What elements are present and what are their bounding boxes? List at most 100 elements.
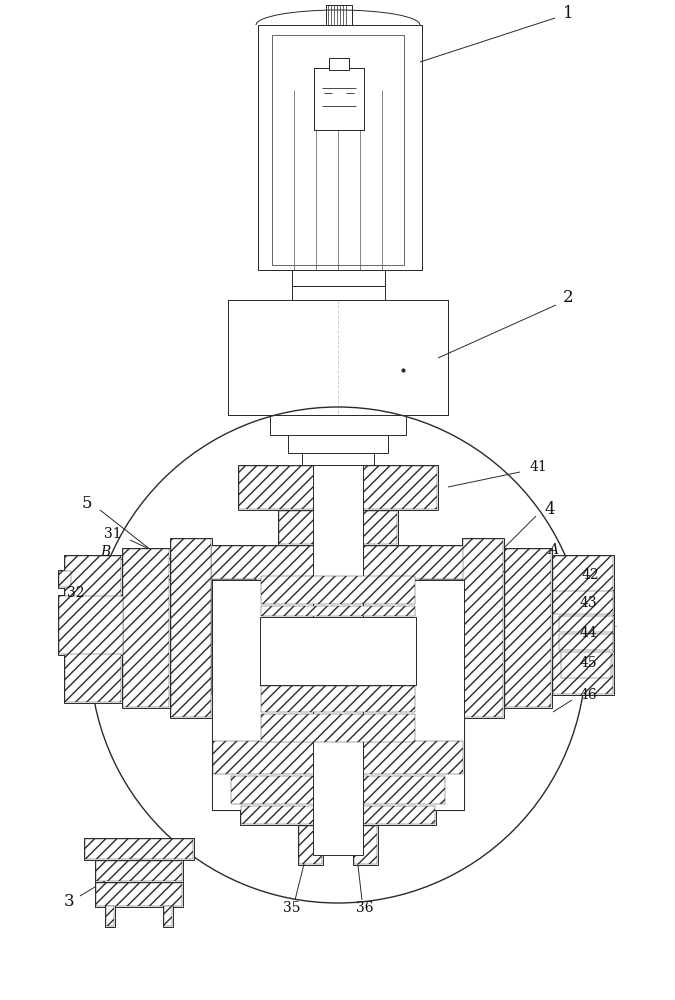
Text: 3: 3 [63, 894, 74, 910]
Bar [552, 590, 614, 615]
Bar [326, 5, 352, 25]
Bar [258, 25, 422, 270]
Polygon shape [418, 580, 464, 650]
Bar [59, 596, 123, 654]
Text: 35: 35 [284, 901, 301, 915]
Bar [212, 580, 464, 810]
Bar [299, 826, 322, 864]
Bar [231, 776, 445, 804]
Bar [58, 595, 124, 655]
Bar [261, 576, 415, 604]
Bar [260, 713, 416, 743]
Bar [171, 539, 211, 717]
Text: 1: 1 [563, 5, 574, 22]
Bar [164, 906, 172, 926]
Bar [272, 35, 404, 265]
Bar [58, 570, 72, 588]
Bar [260, 685, 416, 713]
Bar [212, 740, 464, 775]
Bar [553, 556, 613, 694]
Bar [123, 549, 169, 707]
Bar [230, 775, 446, 805]
Bar [261, 714, 415, 742]
Bar [260, 575, 416, 605]
Bar [559, 634, 613, 650]
Bar [240, 805, 436, 825]
Bar [505, 549, 551, 707]
Polygon shape [256, 578, 320, 660]
Bar [553, 591, 613, 614]
Bar [354, 826, 377, 864]
Bar [462, 538, 504, 718]
Bar [279, 511, 397, 544]
Bar [95, 882, 183, 907]
Bar [213, 741, 463, 774]
Bar [106, 906, 114, 926]
Text: B: B [100, 545, 110, 559]
Bar [84, 838, 194, 860]
Polygon shape [212, 615, 260, 680]
Polygon shape [338, 748, 378, 808]
Bar [298, 825, 323, 865]
Bar [261, 606, 415, 616]
Bar [288, 435, 388, 453]
Bar [96, 883, 182, 906]
Bar [260, 605, 416, 617]
Bar [85, 839, 193, 859]
Bar [329, 58, 349, 70]
Bar [239, 466, 437, 509]
Bar [302, 453, 374, 465]
Polygon shape [212, 660, 260, 695]
Bar [561, 652, 611, 678]
Text: 32: 32 [67, 586, 84, 600]
Text: 46: 46 [580, 688, 597, 702]
Text: 4: 4 [544, 502, 555, 518]
Bar [96, 861, 182, 881]
Polygon shape [418, 660, 464, 695]
Bar [278, 510, 398, 545]
Text: 43: 43 [580, 596, 597, 610]
Text: 41: 41 [530, 460, 547, 474]
Bar [122, 548, 170, 708]
Bar [228, 300, 448, 415]
Bar [95, 860, 183, 882]
Bar [558, 615, 614, 633]
Polygon shape [298, 748, 338, 808]
Bar [238, 465, 438, 510]
Bar [261, 686, 415, 712]
Bar [558, 633, 614, 651]
Bar [559, 616, 613, 632]
Text: 36: 36 [356, 901, 374, 915]
Bar [241, 806, 435, 824]
Bar [353, 825, 378, 865]
Bar [292, 286, 385, 300]
Bar [314, 68, 364, 130]
Bar [163, 905, 173, 927]
Text: 44: 44 [580, 626, 598, 640]
Bar [552, 555, 614, 695]
Bar [463, 539, 503, 717]
Bar [211, 546, 464, 579]
Text: A: A [548, 543, 558, 557]
Bar [270, 415, 406, 435]
Bar [313, 465, 363, 855]
Bar [170, 538, 212, 718]
Bar [560, 651, 612, 679]
Text: 5: 5 [82, 495, 92, 512]
Polygon shape [356, 578, 420, 660]
Text: 2: 2 [563, 290, 574, 306]
Bar [210, 545, 465, 580]
Bar [64, 555, 122, 703]
Text: 42: 42 [582, 568, 599, 582]
Bar [504, 548, 552, 708]
Bar [260, 617, 416, 685]
Text: 45: 45 [580, 656, 597, 670]
Bar [65, 556, 121, 702]
Polygon shape [280, 580, 360, 618]
Bar [59, 571, 71, 587]
Bar [292, 270, 385, 286]
Bar [105, 905, 115, 927]
Polygon shape [418, 615, 464, 680]
Text: 31: 31 [105, 527, 122, 541]
Polygon shape [212, 580, 260, 650]
